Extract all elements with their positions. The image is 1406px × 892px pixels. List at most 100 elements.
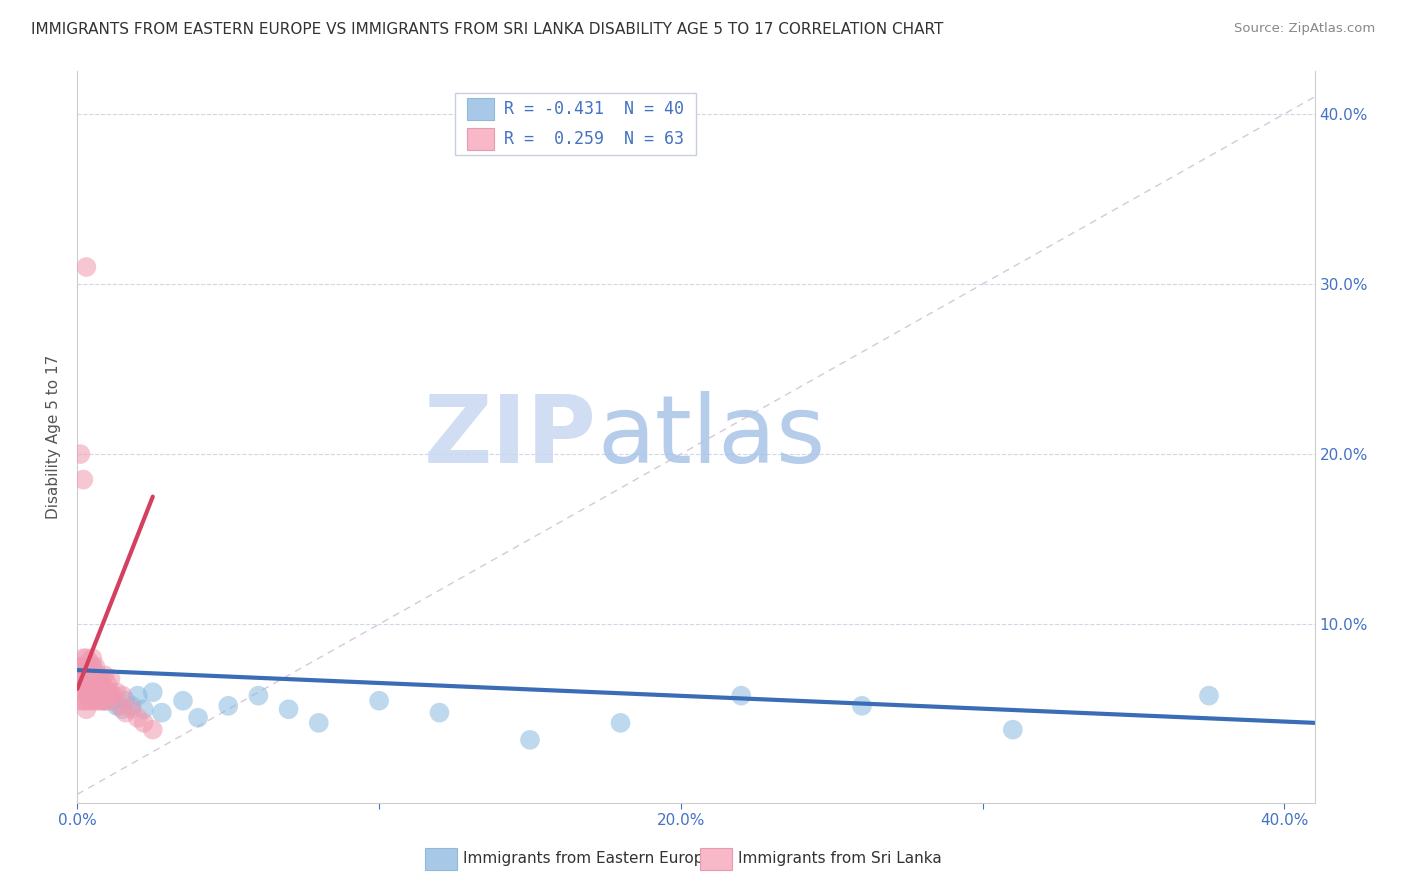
- Point: [84, 672, 107, 686]
- Text: Source: ZipAtlas.com: Source: ZipAtlas.com: [1234, 22, 1375, 36]
- Point: [82, 651, 104, 665]
- Point: [79, 677, 101, 691]
- Point: [96, 685, 118, 699]
- Text: Immigrants from Sri Lanka: Immigrants from Sri Lanka: [738, 852, 942, 866]
- Point: [142, 685, 165, 699]
- Bar: [467, 98, 495, 120]
- Point: [100, 672, 122, 686]
- Point: [127, 689, 149, 703]
- Point: [87, 694, 110, 708]
- Point: [93, 668, 115, 682]
- Text: Immigrants from Eastern Europe: Immigrants from Eastern Europe: [463, 852, 713, 866]
- Point: [111, 702, 134, 716]
- Point: [79, 685, 101, 699]
- Point: [217, 698, 239, 713]
- Point: [132, 715, 155, 730]
- Bar: [467, 128, 495, 150]
- Point: [247, 689, 270, 703]
- Point: [100, 689, 122, 703]
- Point: [90, 672, 112, 686]
- Point: [150, 706, 173, 720]
- Point: [103, 694, 125, 708]
- Point: [90, 694, 112, 708]
- Point: [84, 694, 107, 708]
- Point: [75, 668, 97, 682]
- Point: [82, 689, 104, 703]
- Point: [75, 677, 97, 691]
- Point: [84, 689, 107, 703]
- Text: R =  0.259  N = 63: R = 0.259 N = 63: [505, 129, 685, 148]
- Point: [69, 659, 91, 673]
- Point: [72, 677, 94, 691]
- Point: [82, 681, 104, 696]
- Point: [93, 694, 115, 708]
- Point: [730, 689, 752, 703]
- Point: [79, 689, 101, 703]
- Point: [87, 668, 110, 682]
- Point: [87, 689, 110, 703]
- Point: [72, 651, 94, 665]
- Point: [96, 694, 118, 708]
- Point: [1198, 689, 1220, 703]
- Point: [75, 651, 97, 665]
- Point: [121, 702, 143, 716]
- Point: [93, 681, 115, 696]
- Point: [69, 659, 91, 673]
- Point: [87, 681, 110, 696]
- Point: [368, 694, 391, 708]
- Point: [82, 694, 104, 708]
- Point: [93, 694, 115, 708]
- Point: [172, 694, 194, 708]
- Point: [84, 685, 107, 699]
- Point: [75, 668, 97, 682]
- Point: [132, 702, 155, 716]
- Point: [96, 689, 118, 703]
- Point: [72, 694, 94, 708]
- Point: [79, 665, 101, 679]
- Point: [308, 715, 330, 730]
- Y-axis label: Disability Age 5 to 17: Disability Age 5 to 17: [46, 355, 62, 519]
- Point: [75, 677, 97, 691]
- Point: [79, 655, 101, 669]
- Point: [72, 672, 94, 686]
- Point: [72, 685, 94, 699]
- Point: [72, 665, 94, 679]
- Point: [105, 698, 128, 713]
- Bar: [700, 848, 733, 870]
- Point: [75, 702, 97, 716]
- Point: [87, 677, 110, 691]
- Point: [82, 668, 104, 682]
- Point: [114, 706, 136, 720]
- Bar: [425, 848, 457, 870]
- Point: [187, 711, 209, 725]
- Point: [69, 694, 91, 708]
- Text: IMMIGRANTS FROM EASTERN EUROPE VS IMMIGRANTS FROM SRI LANKA DISABILITY AGE 5 TO : IMMIGRANTS FROM EASTERN EUROPE VS IMMIGR…: [31, 22, 943, 37]
- Point: [87, 677, 110, 691]
- Point: [87, 689, 110, 703]
- Point: [69, 447, 91, 461]
- Point: [75, 659, 97, 673]
- Point: [84, 672, 107, 686]
- Point: [82, 659, 104, 673]
- Point: [72, 473, 94, 487]
- Point: [75, 260, 97, 274]
- Point: [100, 685, 122, 699]
- Point: [90, 689, 112, 703]
- Point: [79, 694, 101, 708]
- Point: [429, 706, 451, 720]
- Point: [84, 659, 107, 673]
- Point: [114, 694, 136, 708]
- Point: [79, 677, 101, 691]
- Point: [519, 732, 541, 747]
- Text: atlas: atlas: [598, 391, 825, 483]
- Point: [103, 689, 125, 703]
- Point: [609, 715, 631, 730]
- Point: [82, 677, 104, 691]
- Point: [84, 681, 107, 696]
- Point: [79, 672, 101, 686]
- Text: ZIP: ZIP: [425, 391, 598, 483]
- Point: [105, 685, 128, 699]
- Point: [96, 677, 118, 691]
- Point: [1001, 723, 1024, 737]
- Point: [108, 698, 131, 713]
